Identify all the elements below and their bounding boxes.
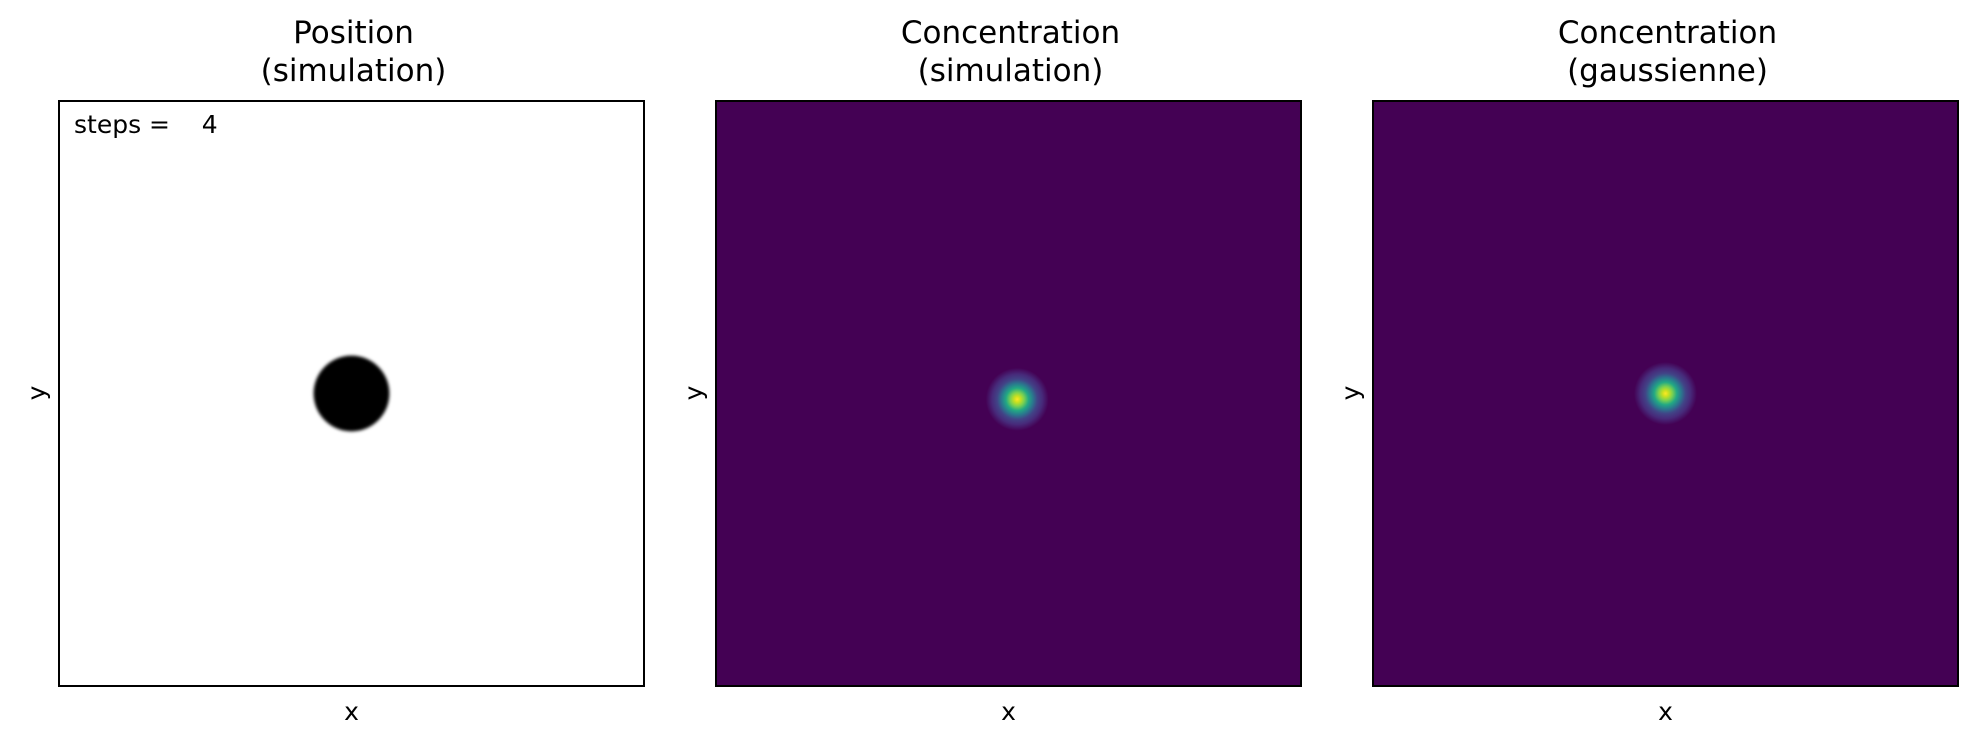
steps-annotation: steps = 4 <box>74 110 218 140</box>
concentration-simulation-y-axis-label: y <box>679 385 708 401</box>
concentration-peak <box>1634 362 1697 425</box>
particle-cluster <box>313 355 390 432</box>
position-panel: Position (simulation) steps = 4 x y <box>22 0 658 747</box>
position-plot-area: steps = 4 <box>58 100 645 687</box>
concentration-simulation-plot-area <box>715 100 1302 687</box>
position-y-axis-label: y <box>22 385 51 401</box>
concentration-gaussian-heatmap <box>1374 102 1957 685</box>
concentration-gaussian-y-axis-label: y <box>1336 385 1365 401</box>
position-title-line-1: Position <box>293 15 414 51</box>
concentration-simulation-panel: Concentration (simulation) x y <box>679 0 1315 747</box>
position-title-line-2: (simulation) <box>260 53 447 89</box>
concentration-gaussian-x-axis-label: x <box>1658 697 1673 726</box>
concentration-simulation-title-line-1: Concentration <box>900 15 1121 51</box>
steps-value: 4 <box>201 110 218 139</box>
concentration-simulation-x-axis-label: x <box>1001 697 1016 726</box>
position-x-axis-label: x <box>344 697 359 726</box>
steps-gap <box>170 110 202 139</box>
concentration-gaussian-plot-area <box>1372 100 1959 687</box>
concentration-gaussian-title-line-1: Concentration <box>1557 15 1778 51</box>
steps-label: steps = <box>74 110 170 139</box>
concentration-simulation-title-line-2: (simulation) <box>917 53 1104 89</box>
concentration-gaussian-title-line-2: (gaussienne) <box>1567 53 1768 89</box>
position-scatter-plot <box>313 355 390 432</box>
concentration-peak <box>985 367 1049 431</box>
concentration-simulation-heatmap <box>717 102 1300 685</box>
concentration-gaussian-panel: Concentration (gaussienne) x y <box>1336 0 1972 747</box>
